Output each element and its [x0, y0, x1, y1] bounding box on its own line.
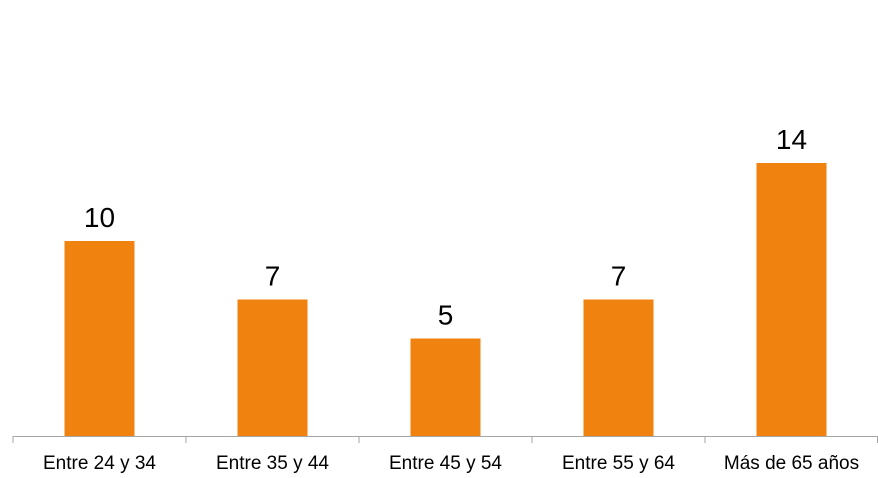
data-label-2: 7: [265, 261, 281, 292]
data-label-5: 14: [776, 124, 807, 155]
bar-4: [583, 299, 654, 436]
x-tick-label-2: Entre 35 y 44: [216, 453, 329, 474]
x-axis: [12, 436, 878, 443]
data-labels-group: 10 7 5 7 14: [84, 124, 807, 331]
bars-group: [64, 163, 827, 436]
bar-1: [64, 241, 135, 436]
x-tick-label-5: Más de 65 años: [724, 453, 859, 474]
data-label-3: 5: [438, 300, 454, 331]
bar-5: [756, 163, 827, 436]
x-tick-label-3: Entre 45 y 54: [389, 453, 502, 474]
data-label-4: 7: [611, 261, 627, 292]
x-tick-label-1: Entre 24 y 34: [43, 453, 156, 474]
x-tick-label-4: Entre 55 y 64: [562, 453, 675, 474]
data-label-1: 10: [84, 202, 115, 233]
bar-2: [237, 299, 308, 436]
bar-3: [410, 338, 481, 436]
x-tick-labels-group: Entre 24 y 34 Entre 35 y 44 Entre 45 y 54 E…: [43, 453, 859, 474]
